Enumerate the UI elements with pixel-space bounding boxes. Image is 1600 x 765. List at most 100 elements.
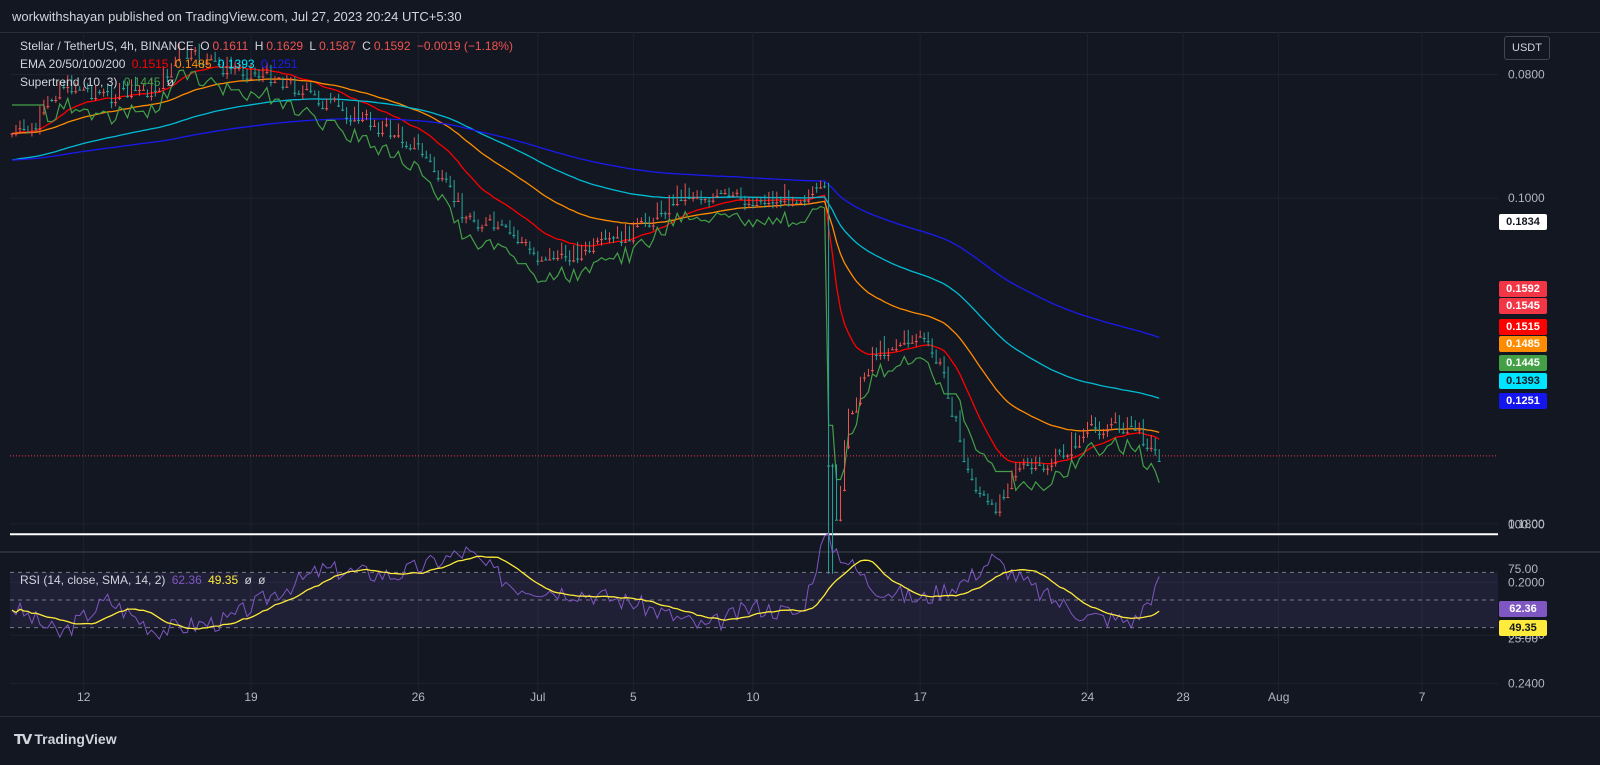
candle-body: [1010, 488, 1014, 490]
candle-body: [974, 490, 978, 492]
price-legend: Stellar / TetherUS, 4h, BINANCE O 0.1611 …: [20, 39, 516, 53]
candle-body: [341, 109, 345, 111]
candle-body: [66, 87, 70, 89]
candle-body: [627, 240, 631, 242]
candle-body: [827, 465, 831, 467]
candle-body: [783, 201, 787, 203]
candle-body: [815, 187, 819, 189]
ema50-line: [11, 78, 1160, 434]
candle-body: [584, 250, 588, 252]
candle-body: [1066, 455, 1070, 457]
candle-body: [365, 114, 369, 116]
rsi-value: 62.36: [171, 573, 202, 587]
candle-body: [604, 238, 608, 240]
tradingview-logo-icon: 𝗧𝗩: [14, 731, 32, 747]
candle-body: [998, 511, 1002, 513]
candle-body: [847, 446, 850, 448]
candle-body: [1070, 454, 1074, 456]
tradingview-logo[interactable]: 𝗧𝗩 TradingView: [14, 731, 117, 748]
candle-body: [958, 440, 962, 442]
candle-body: [388, 135, 392, 137]
rsi-sma-value: 49.35: [208, 573, 239, 587]
rsi-extra-2: ø: [258, 573, 266, 587]
ema100-line: [11, 98, 1160, 399]
currency-button[interactable]: USDT: [1504, 36, 1550, 60]
candle-body: [293, 92, 297, 94]
candle-body: [273, 82, 277, 84]
candle-body: [548, 259, 552, 261]
candle-body: [759, 200, 763, 202]
candle-body: [675, 204, 679, 206]
candle-body: [659, 213, 663, 215]
candle-body: [70, 91, 74, 93]
candle-body: [771, 202, 775, 204]
ema-label[interactable]: EMA 20/50/100/200: [20, 57, 126, 71]
candle-body: [384, 124, 388, 126]
price-tick-label: 0.1800: [1508, 517, 1545, 531]
open-label: O: [200, 39, 210, 53]
candle-body: [361, 119, 365, 121]
candle-body: [831, 465, 835, 467]
candle-body: [241, 74, 245, 76]
candle-body: [357, 119, 361, 121]
candle-body: [643, 222, 647, 224]
supertrend-line: [12, 69, 1160, 492]
candle-body: [472, 220, 476, 222]
candle-body: [1097, 433, 1101, 435]
candle-body: [890, 349, 894, 351]
candle-body: [807, 200, 811, 202]
close-label: C: [362, 39, 371, 53]
candle-body: [309, 90, 313, 92]
candle-body: [456, 201, 460, 203]
candle-body: [301, 93, 305, 95]
candle-body: [596, 240, 600, 242]
candle-body: [930, 352, 934, 354]
candle-body: [1062, 455, 1066, 457]
supertrend-label[interactable]: Supertrend (10, 3): [20, 75, 118, 89]
time-tick-label: 28: [1176, 690, 1190, 704]
candle-body: [30, 132, 34, 134]
candle-body: [149, 95, 153, 97]
candle-body: [137, 90, 141, 92]
publisher-header: workwithshayan published on TradingView.…: [0, 0, 1600, 33]
supply-zone: [10, 455, 1498, 536]
candle-body: [1078, 446, 1082, 448]
candle-body: [201, 64, 205, 66]
candle-body: [623, 241, 627, 243]
candle-body: [600, 239, 604, 241]
candle-body: [938, 362, 942, 364]
candle-body: [699, 199, 703, 201]
candle-body: [416, 143, 420, 145]
supertrend-null: ø: [166, 75, 175, 89]
candle-body: [249, 78, 253, 80]
price-tag: 0.1515: [1499, 319, 1547, 335]
candle-body: [205, 64, 209, 66]
candle-body: [261, 76, 265, 78]
chart-canvas[interactable]: 0.24000.22000.20000.18000.10000.0800100.…: [0, 32, 1600, 716]
candle-body: [1054, 462, 1058, 464]
symbol-label[interactable]: Stellar / TetherUS, 4h, BINANCE: [20, 39, 194, 53]
candle-body: [50, 100, 54, 102]
time-tick-label: 10: [746, 690, 760, 704]
candle-body: [165, 76, 169, 78]
rsi-sma-line: [11, 555, 1160, 630]
candle-body: [313, 94, 317, 96]
candle-body: [615, 237, 619, 239]
candle-body: [556, 258, 560, 260]
candle-body: [811, 194, 815, 196]
rsi-label[interactable]: RSI (14, close, SMA, 14, 2): [20, 573, 166, 587]
candle-body: [492, 227, 496, 229]
candle-body: [500, 224, 504, 226]
candle-body: [46, 106, 50, 108]
brand-text: TradingView: [34, 731, 117, 747]
candle-body: [986, 501, 990, 503]
candle-body: [564, 256, 568, 258]
candle-body: [667, 213, 671, 215]
candle-body: [1014, 476, 1018, 478]
candle-body: [102, 91, 106, 93]
candle-body: [639, 221, 643, 223]
high-value: 0.1629: [266, 39, 304, 53]
candle-body: [392, 135, 396, 137]
candle-body: [141, 89, 145, 91]
candle-body: [691, 197, 695, 199]
